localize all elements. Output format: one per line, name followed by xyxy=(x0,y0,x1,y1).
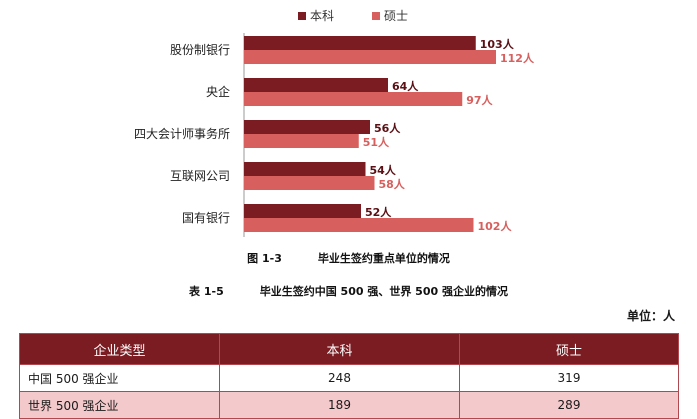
bar-bachelor xyxy=(244,78,388,92)
value-label: 52人 xyxy=(365,205,392,219)
table-cell-master: 289 xyxy=(459,391,679,419)
table-cell-bachelor: 248 xyxy=(219,364,460,392)
table-cell-type: 世界 500 强企业 xyxy=(19,391,220,419)
table-header-master: 硕士 xyxy=(459,333,679,365)
value-label: 97人 xyxy=(466,93,493,107)
category-label: 央企 xyxy=(206,84,230,99)
category-label: 国有银行 xyxy=(182,211,230,225)
value-label: 54人 xyxy=(370,163,397,177)
value-label: 56人 xyxy=(374,121,401,135)
bar-bachelor xyxy=(244,120,370,134)
value-label: 102人 xyxy=(478,219,513,233)
table-caption-number: 表 1-5 xyxy=(189,285,224,298)
legend-swatch-0 xyxy=(298,12,306,20)
table-row: 世界 500 强企业 189 289 xyxy=(19,391,679,419)
category-label: 四大会计师事务所 xyxy=(134,126,230,141)
table-cell-type: 中国 500 强企业 xyxy=(19,364,220,392)
legend-label-1: 硕士 xyxy=(384,9,408,23)
value-label: 58人 xyxy=(379,177,406,191)
bar-master xyxy=(244,218,474,232)
figure-caption: 图 1-3 毕业生签约重点单位的情况 xyxy=(0,250,697,266)
bar-bachelor xyxy=(244,204,361,218)
enterprise-table: 企业类型 本科 硕士 中国 500 强企业 248 319 世界 500 强企业… xyxy=(19,333,679,419)
figure-caption-number: 图 1-3 xyxy=(247,252,282,265)
bar-master xyxy=(244,134,359,148)
unit-label: 单位：人 xyxy=(626,309,675,323)
figure-caption-text: 毕业生签约重点单位的情况 xyxy=(317,252,450,265)
value-label: 112人 xyxy=(500,51,535,65)
value-label: 51人 xyxy=(363,135,390,149)
bar-master xyxy=(244,92,463,106)
legend-label-0: 本科 xyxy=(310,9,334,23)
bar-master xyxy=(244,50,496,64)
category-label: 股份制银行 xyxy=(170,43,230,57)
table-header-type: 企业类型 xyxy=(19,333,220,365)
bar-bachelor xyxy=(244,36,476,50)
value-label: 64人 xyxy=(392,79,419,93)
table-row: 中国 500 强企业 248 319 xyxy=(19,364,679,392)
value-label: 103人 xyxy=(480,37,515,51)
table-caption: 表 1-5 毕业生签约中国 500 强、世界 500 强企业的情况 xyxy=(0,283,697,299)
bar-master xyxy=(244,176,375,190)
table-cell-master: 319 xyxy=(459,364,679,392)
legend-swatch-1 xyxy=(372,12,380,20)
table-header-bachelor: 本科 xyxy=(219,333,460,365)
table-caption-text: 毕业生签约中国 500 强、世界 500 强企业的情况 xyxy=(259,285,508,298)
category-label: 互联网公司 xyxy=(170,169,230,183)
table-cell-bachelor: 189 xyxy=(219,391,460,419)
table-header-row: 企业类型 本科 硕士 xyxy=(19,333,679,365)
bar-bachelor xyxy=(244,162,366,176)
